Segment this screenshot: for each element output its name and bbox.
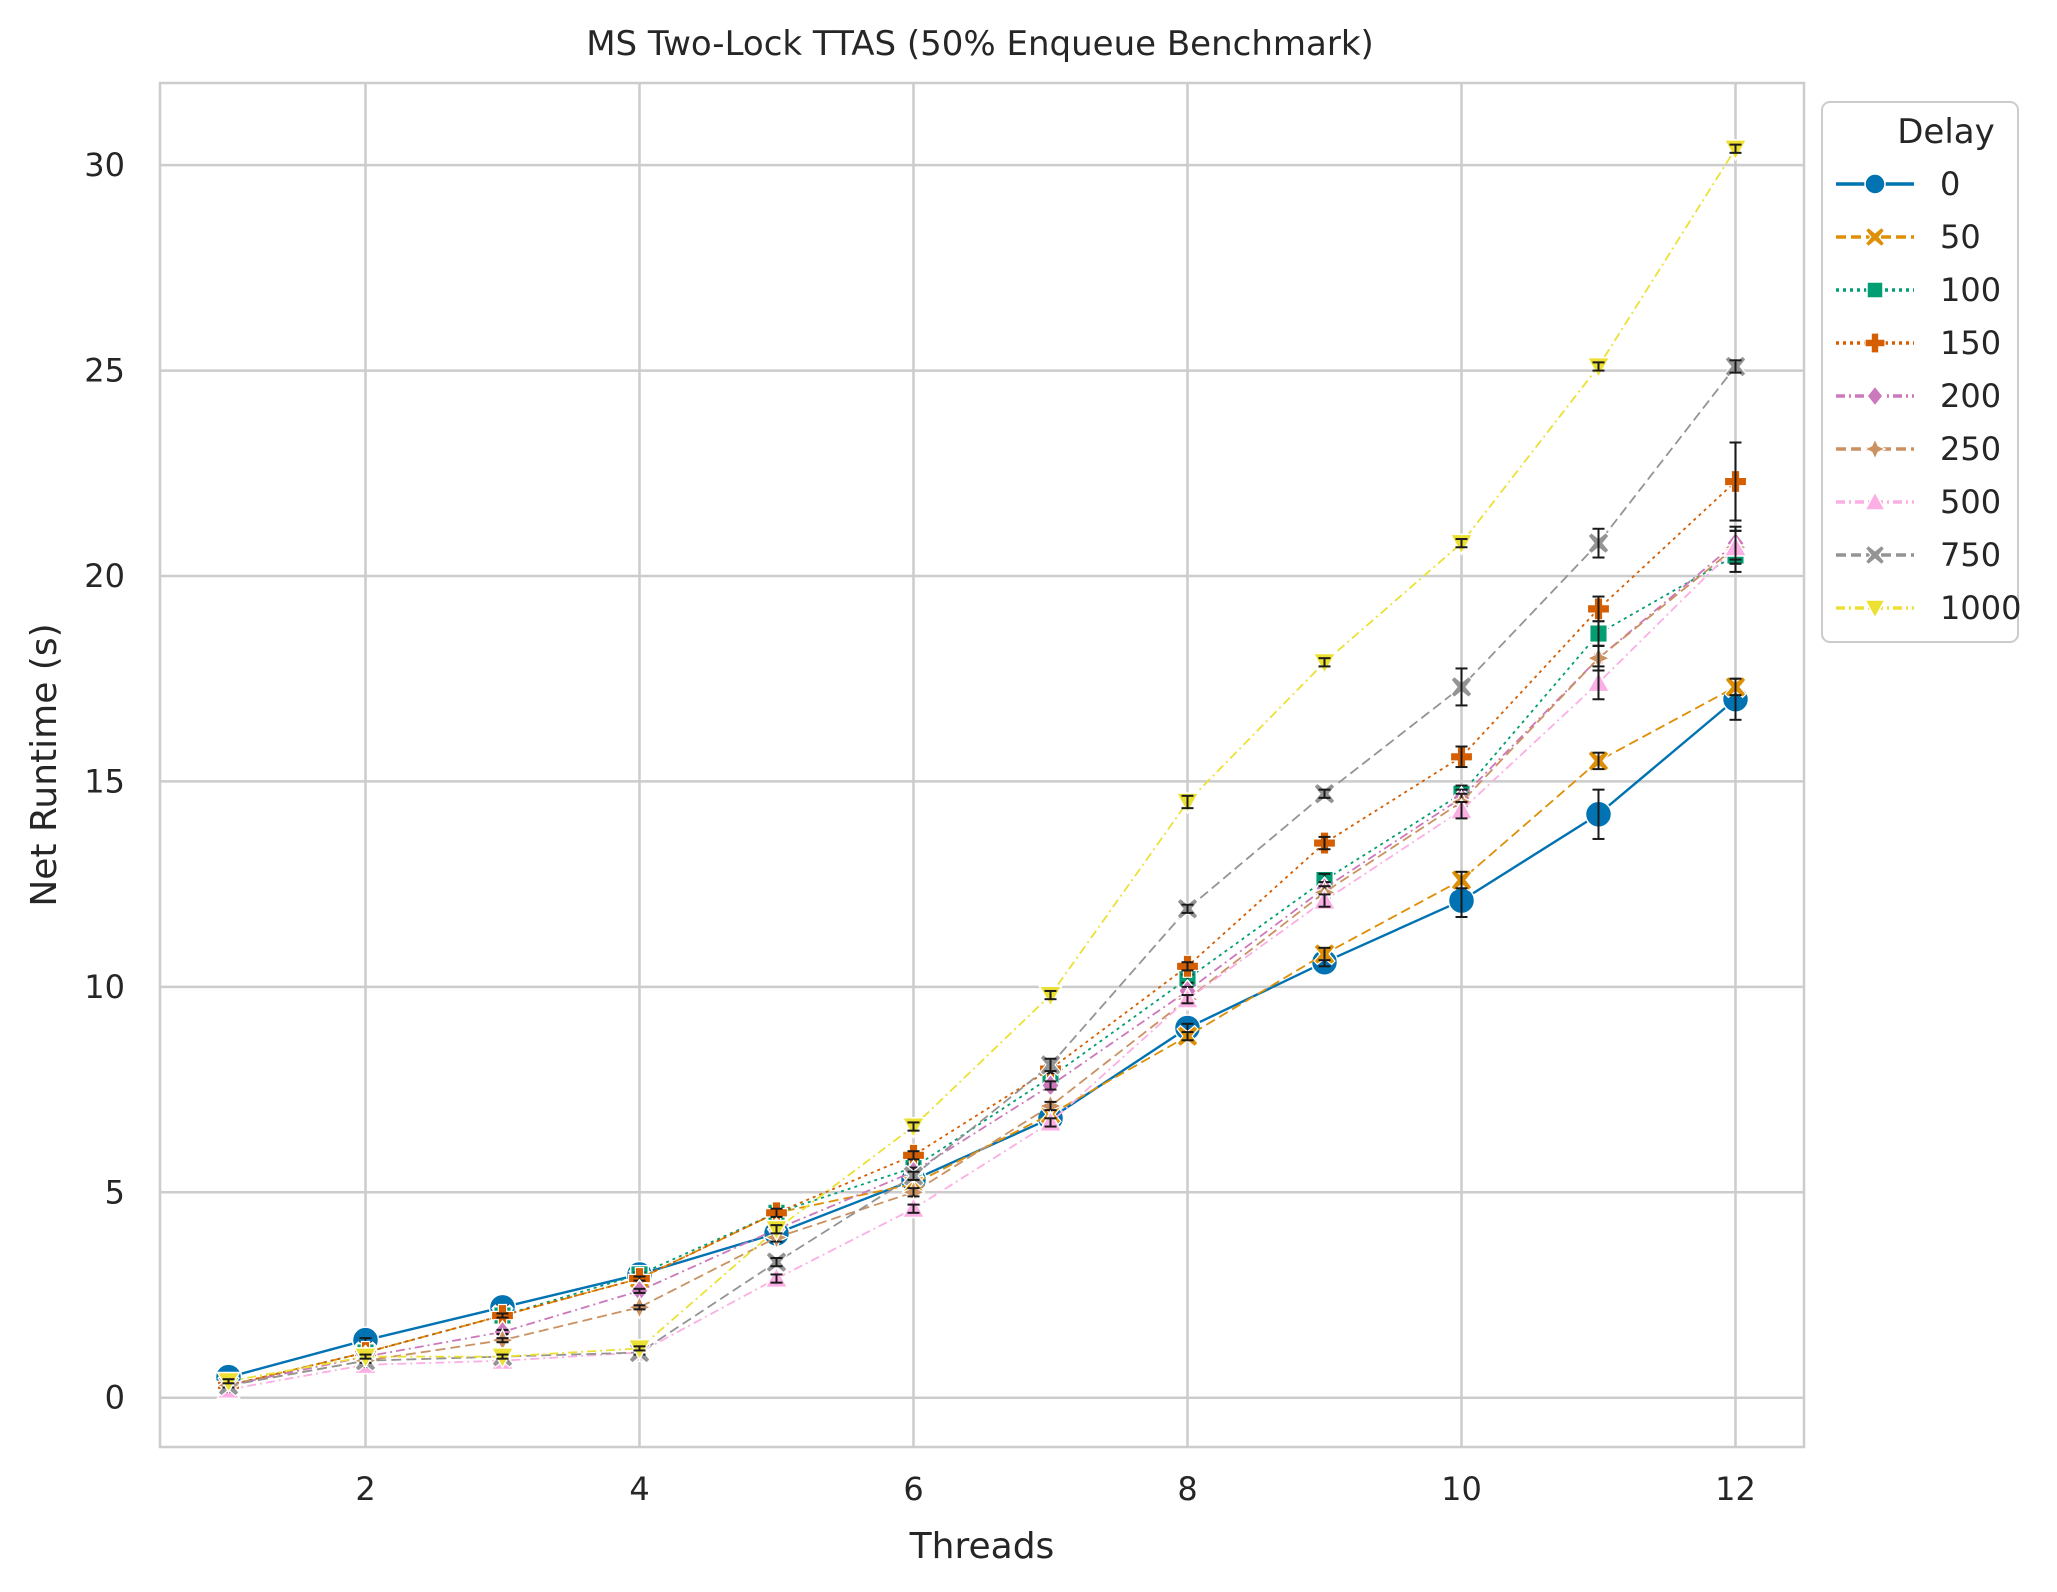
x-tick-label: 2 [355,1470,375,1508]
legend-marker [1864,173,1886,195]
series-200 [218,525,1746,1398]
plot-frame [158,81,1806,1449]
series-line [228,686,1736,1387]
grid [160,83,1804,1447]
series-50 [217,675,1747,1397]
series-line [228,542,1737,1387]
series-line [228,365,1737,1387]
y-tick-label: 10 [84,968,125,1006]
y-axis-label: Net Runtime (s) [24,623,65,906]
series-150 [216,441,1748,1397]
y-tick-label: 25 [84,352,125,390]
y-tick-label: 30 [84,146,125,184]
series-1000 [216,139,1748,1394]
x-axis-label: Threads [909,1526,1055,1567]
series-group [214,139,1750,1400]
legend-item-100: 100 [1836,271,2001,309]
legend-item-500: 500 [1836,483,2001,521]
legend-marker [1864,332,1886,354]
y-axis: 0 5 10 15 20 25 30 [84,146,125,1417]
legend-label: 200 [1940,377,2001,415]
legend-marker [1863,490,1887,511]
series-line [228,148,1737,1383]
legend-marker [1864,544,1886,566]
x-tick-label: 10 [1441,1470,1482,1508]
legend-label: 250 [1940,430,2001,468]
legend-label: 0 [1940,165,1960,203]
y-tick-label: 0 [105,1379,125,1417]
series-line [228,554,1736,1387]
legend-label: 100 [1940,271,2001,309]
legend-item-0: 0 [1836,165,1960,203]
series-line [228,546,1737,1391]
x-tick-label: 4 [629,1470,649,1508]
legend-title: Delay [1897,112,1995,152]
series-line [228,546,1737,1387]
legend-label: 50 [1940,218,1981,256]
y-tick-label: 5 [105,1173,125,1211]
legend-item-250: 250 [1836,430,2001,468]
chart-title: MS Two-Lock TTAS (50% Enqueue Benchmark) [586,24,1374,64]
legend-item-750: 750 [1836,536,2001,574]
series-250 [216,529,1748,1398]
series-line [228,698,1737,1379]
legend-marker [1866,384,1884,408]
legend-marker [1864,226,1886,248]
series-line [228,480,1737,1387]
legend-item-150: 150 [1836,324,2001,362]
y-tick-label: 15 [84,762,125,800]
legend: Delay 0 50 100 150 200 250 500 750 1000 [1821,101,2021,643]
x-tick-label: 6 [903,1470,923,1508]
legend-item-200: 200 [1836,377,2001,415]
legend-item-1000: 1000 [1836,589,2021,627]
legend-label: 750 [1940,536,2001,574]
legend-item-50: 50 [1836,218,1981,256]
x-tick-label: 12 [1715,1470,1756,1508]
series-500 [216,529,1748,1400]
legend-label: 150 [1940,324,2001,362]
x-tick-label: 8 [1177,1470,1197,1508]
series-100 [218,538,1746,1395]
series-750 [217,355,1747,1397]
legend-marker [1866,281,1884,299]
y-tick-label: 20 [84,557,125,595]
series-0 [214,677,1750,1391]
legend-label: 1000 [1940,589,2021,627]
legend-marker [1863,437,1887,461]
legend-label: 500 [1940,483,2001,521]
x-axis: 2 4 6 8 10 12 [355,1470,1756,1508]
legend-marker [1863,599,1887,620]
